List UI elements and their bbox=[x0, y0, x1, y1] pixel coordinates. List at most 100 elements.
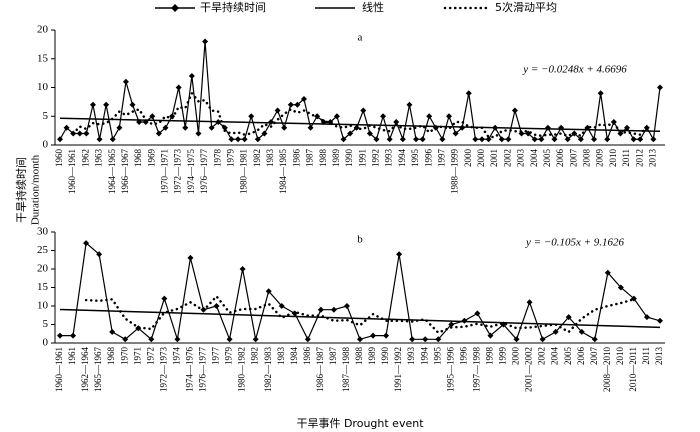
x-tick-label: 1980—1981 bbox=[239, 149, 249, 194]
data-marker bbox=[208, 124, 215, 131]
x-tick-label: 1974—1976 bbox=[184, 347, 194, 393]
data-marker bbox=[96, 251, 103, 258]
data-marker bbox=[538, 136, 545, 143]
moving-average-line bbox=[84, 294, 636, 335]
x-tick-label: 2007 bbox=[568, 149, 578, 168]
x-tick-label: 1970—1971 bbox=[160, 149, 170, 194]
legend-label: 线性 bbox=[362, 0, 384, 14]
data-marker bbox=[357, 336, 363, 343]
x-tick-label: 1989 bbox=[331, 149, 341, 168]
x-tick-label: 1993 bbox=[384, 149, 394, 168]
x-tick-label: 2010 bbox=[608, 149, 618, 168]
data-marker bbox=[76, 130, 83, 137]
x-tick-label: 1976—1977 bbox=[199, 149, 209, 195]
x-tick-label: 2000 bbox=[476, 149, 486, 168]
x-tick-label: 2004 bbox=[550, 347, 560, 366]
x-tick-label: 2006 bbox=[576, 347, 586, 366]
data-marker bbox=[360, 107, 367, 114]
data-marker bbox=[274, 107, 281, 114]
data-marker bbox=[487, 332, 494, 339]
data-marker bbox=[330, 306, 337, 313]
data-marker bbox=[564, 136, 571, 143]
y-tick-label: 30 bbox=[37, 226, 49, 238]
x-tick-label: 1961 bbox=[67, 347, 77, 365]
data-marker bbox=[174, 336, 181, 343]
x-tick-label: 1962 bbox=[80, 149, 90, 167]
x-tick-label: 2002 bbox=[502, 149, 512, 167]
data-marker bbox=[526, 299, 533, 306]
data-marker bbox=[630, 136, 637, 143]
x-tick-label: 2005 bbox=[563, 347, 573, 366]
moving-average-line bbox=[71, 90, 649, 139]
x-tick-label: 1968 bbox=[133, 149, 143, 168]
x-tick-label: 1960—1961 bbox=[67, 149, 77, 194]
x-tick-label: 1972 bbox=[145, 347, 155, 365]
data-marker bbox=[162, 124, 169, 131]
data-marker bbox=[380, 113, 387, 120]
data-marker bbox=[239, 266, 246, 272]
data-marker bbox=[96, 136, 103, 143]
x-tick-label: 2010 bbox=[615, 347, 625, 366]
data-marker bbox=[657, 317, 663, 324]
x-tick-label: 1980—1982 bbox=[237, 347, 247, 392]
y-tick-label: 5 bbox=[43, 110, 49, 122]
data-marker bbox=[148, 336, 155, 343]
data-marker bbox=[70, 332, 77, 339]
x-tick-label: 1976—1977 bbox=[198, 347, 208, 393]
data-marker bbox=[409, 336, 416, 343]
data-marker bbox=[175, 84, 182, 91]
data-marker bbox=[347, 130, 354, 137]
data-marker bbox=[202, 38, 209, 45]
x-tick-label: 1982—1983 bbox=[263, 347, 273, 393]
data-marker bbox=[591, 136, 598, 143]
data-marker bbox=[267, 119, 274, 125]
data-marker bbox=[544, 124, 551, 131]
data-marker bbox=[317, 306, 324, 313]
y-tick-label: 15 bbox=[37, 281, 49, 293]
x-tick-label: 2012 bbox=[634, 149, 644, 167]
y-tick-label: 20 bbox=[37, 24, 49, 36]
x-tick-label: 1992 bbox=[371, 149, 381, 167]
x-tick-label: 1983 bbox=[276, 347, 286, 366]
data-marker bbox=[604, 136, 611, 143]
x-tick-label: 1974 bbox=[171, 347, 181, 366]
data-marker bbox=[195, 130, 202, 137]
data-marker bbox=[413, 136, 420, 143]
data-marker bbox=[539, 336, 546, 343]
data-marker bbox=[657, 84, 663, 91]
x-tick-label: 2004 bbox=[529, 149, 539, 168]
x-tick-label: 1964—1965 bbox=[107, 149, 117, 195]
y-axis-label: Duration/month bbox=[30, 154, 42, 225]
x-tick-label: 1974—1975 bbox=[186, 149, 196, 195]
x-tick-label: 2010—2011 bbox=[628, 347, 638, 392]
x-tick-label: 1987 bbox=[328, 347, 338, 366]
data-marker bbox=[161, 295, 168, 302]
data-marker bbox=[511, 107, 518, 114]
panel-label: b bbox=[357, 234, 363, 246]
data-marker bbox=[578, 328, 585, 335]
data-marker bbox=[498, 136, 505, 143]
x-tick-label: 1987—1988 bbox=[341, 347, 351, 393]
data-marker bbox=[604, 269, 611, 276]
x-tick-label: 2005 bbox=[542, 149, 552, 168]
y-axis-label: 干旱持续时间 bbox=[14, 157, 28, 223]
data-marker bbox=[465, 90, 472, 97]
data-marker bbox=[63, 124, 70, 131]
data-marker bbox=[300, 96, 307, 102]
data-marker bbox=[383, 332, 390, 339]
x-tick-label: 2002 bbox=[537, 347, 547, 365]
x-tick-label: 1968 bbox=[106, 347, 116, 366]
data-marker bbox=[513, 336, 520, 343]
data-marker bbox=[439, 136, 446, 143]
data-marker bbox=[435, 336, 442, 343]
data-marker bbox=[122, 78, 129, 85]
data-marker bbox=[287, 101, 294, 108]
x-tick-label: 1988 bbox=[354, 347, 364, 366]
data-marker bbox=[558, 124, 565, 131]
x-tick-label: 2001 bbox=[489, 149, 499, 167]
data-marker bbox=[492, 124, 499, 131]
x-tick-label: 1984 bbox=[289, 347, 299, 366]
x-tick-label: 1970 bbox=[119, 347, 129, 366]
data-marker bbox=[552, 328, 559, 335]
x-tick-label: 1965—1967 bbox=[93, 347, 103, 393]
